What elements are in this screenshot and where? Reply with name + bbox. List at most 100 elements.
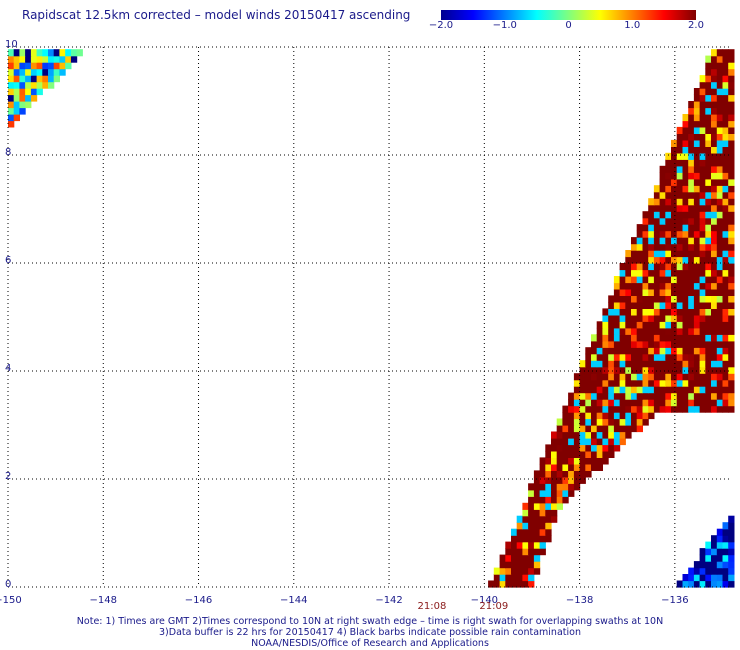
wind-difference-cell (665, 178, 672, 186)
wind-difference-cell (625, 282, 632, 290)
wind-difference-cell (699, 288, 706, 296)
wind-difference-cell (613, 321, 621, 329)
wind-difference-cell (705, 172, 712, 180)
wind-difference-cell (642, 256, 649, 264)
wind-difference-cell (625, 256, 632, 264)
wind-difference-cell (699, 230, 706, 238)
wind-difference-cell (631, 360, 638, 368)
wind-difference-cell (585, 470, 592, 478)
wind-difference-cell (636, 301, 643, 309)
wind-difference-cell (688, 146, 695, 154)
wind-difference-cell (671, 211, 678, 219)
wind-difference-cell (648, 301, 655, 309)
wind-difference-cell (711, 217, 718, 225)
wind-difference-cell (682, 282, 689, 290)
wind-difference-cell (556, 425, 563, 433)
wind-difference-cell (53, 68, 60, 76)
wind-difference-cell (19, 81, 26, 89)
wind-difference-cell (699, 88, 706, 96)
wind-difference-cell (631, 334, 638, 342)
wind-difference-cell (716, 217, 724, 225)
wind-difference-cell (711, 263, 718, 271)
wind-difference-cell (671, 379, 678, 387)
wind-difference-cell (653, 217, 661, 225)
wind-difference-cell (533, 548, 541, 556)
wind-difference-cell (728, 574, 735, 582)
wind-difference-cell (659, 392, 666, 400)
wind-difference-cell (636, 405, 643, 413)
wind-difference-cell (602, 340, 609, 348)
wind-difference-cell (19, 88, 26, 96)
wind-difference-cell (688, 224, 695, 232)
wind-difference-cell (562, 463, 569, 471)
wind-difference-cell (613, 288, 621, 296)
wind-difference-cell (688, 276, 695, 284)
wind-difference-cell (636, 295, 643, 303)
wind-difference-cell (722, 107, 729, 115)
wind-difference-cell (631, 425, 638, 433)
wind-difference-cell (705, 250, 712, 258)
wind-difference-cell (613, 399, 621, 407)
wind-difference-cell (693, 250, 701, 258)
wind-difference-cell (688, 386, 695, 394)
wind-difference-cell (699, 217, 706, 225)
wind-difference-cell (688, 327, 695, 335)
wind-difference-cell (682, 366, 689, 374)
wind-difference-cell (499, 580, 506, 588)
wind-difference-cell (659, 191, 666, 199)
colorbar-tick-label: −2.0 (428, 20, 454, 31)
wind-difference-cell (711, 250, 718, 258)
wind-difference-cell (665, 327, 672, 335)
wind-difference-cell (551, 496, 558, 504)
wind-difference-cell (608, 399, 615, 407)
wind-difference-cell (642, 263, 649, 271)
wind-difference-cell (579, 386, 586, 394)
wind-difference-cell (728, 211, 735, 219)
wind-difference-cell (613, 386, 621, 394)
wind-difference-cell (76, 49, 83, 57)
wind-difference-cell (596, 360, 603, 368)
wind-difference-cell (556, 483, 563, 491)
wind-difference-cell (728, 139, 735, 147)
wind-difference-cell (648, 392, 655, 400)
wind-difference-cell (619, 301, 626, 309)
wind-difference-cell (533, 489, 541, 497)
wind-difference-cell (722, 178, 729, 186)
wind-difference-cell (591, 360, 598, 368)
wind-difference-cell (716, 366, 724, 374)
wind-difference-cell (625, 412, 632, 420)
wind-difference-cell (699, 340, 706, 348)
wind-difference-cell (693, 405, 701, 413)
wind-difference-cell (659, 347, 666, 355)
wind-difference-cell (722, 405, 729, 413)
wind-difference-cell (659, 172, 666, 180)
wind-difference-cell (653, 224, 661, 232)
wind-difference-cell (716, 334, 724, 342)
wind-difference-cell (711, 101, 718, 109)
wind-difference-cell (688, 373, 695, 381)
wind-difference-cell (591, 386, 598, 394)
wind-difference-cell (716, 399, 724, 407)
wind-difference-cell (625, 405, 632, 413)
wind-difference-cell (693, 580, 701, 588)
wind-difference-cell (682, 139, 689, 147)
wind-difference-cell (693, 340, 701, 348)
wind-difference-cell (608, 386, 615, 394)
wind-difference-cell (671, 353, 678, 361)
wind-difference-cell (728, 353, 735, 361)
wind-difference-cell (716, 101, 724, 109)
wind-difference-cell (699, 211, 706, 219)
wind-difference-cell (716, 159, 724, 167)
wind-difference-cell (636, 386, 643, 394)
wind-difference-cell (608, 340, 615, 348)
wind-difference-cell (653, 198, 661, 206)
wind-difference-cell (539, 502, 546, 510)
wind-difference-cell (539, 496, 546, 504)
wind-difference-cell (722, 198, 729, 206)
wind-difference-cell (631, 399, 638, 407)
wind-difference-cell (636, 425, 643, 433)
wind-difference-cell (676, 353, 683, 361)
wind-difference-cell (573, 373, 581, 381)
wind-difference-cell (25, 101, 32, 109)
wind-difference-cell (613, 438, 621, 446)
